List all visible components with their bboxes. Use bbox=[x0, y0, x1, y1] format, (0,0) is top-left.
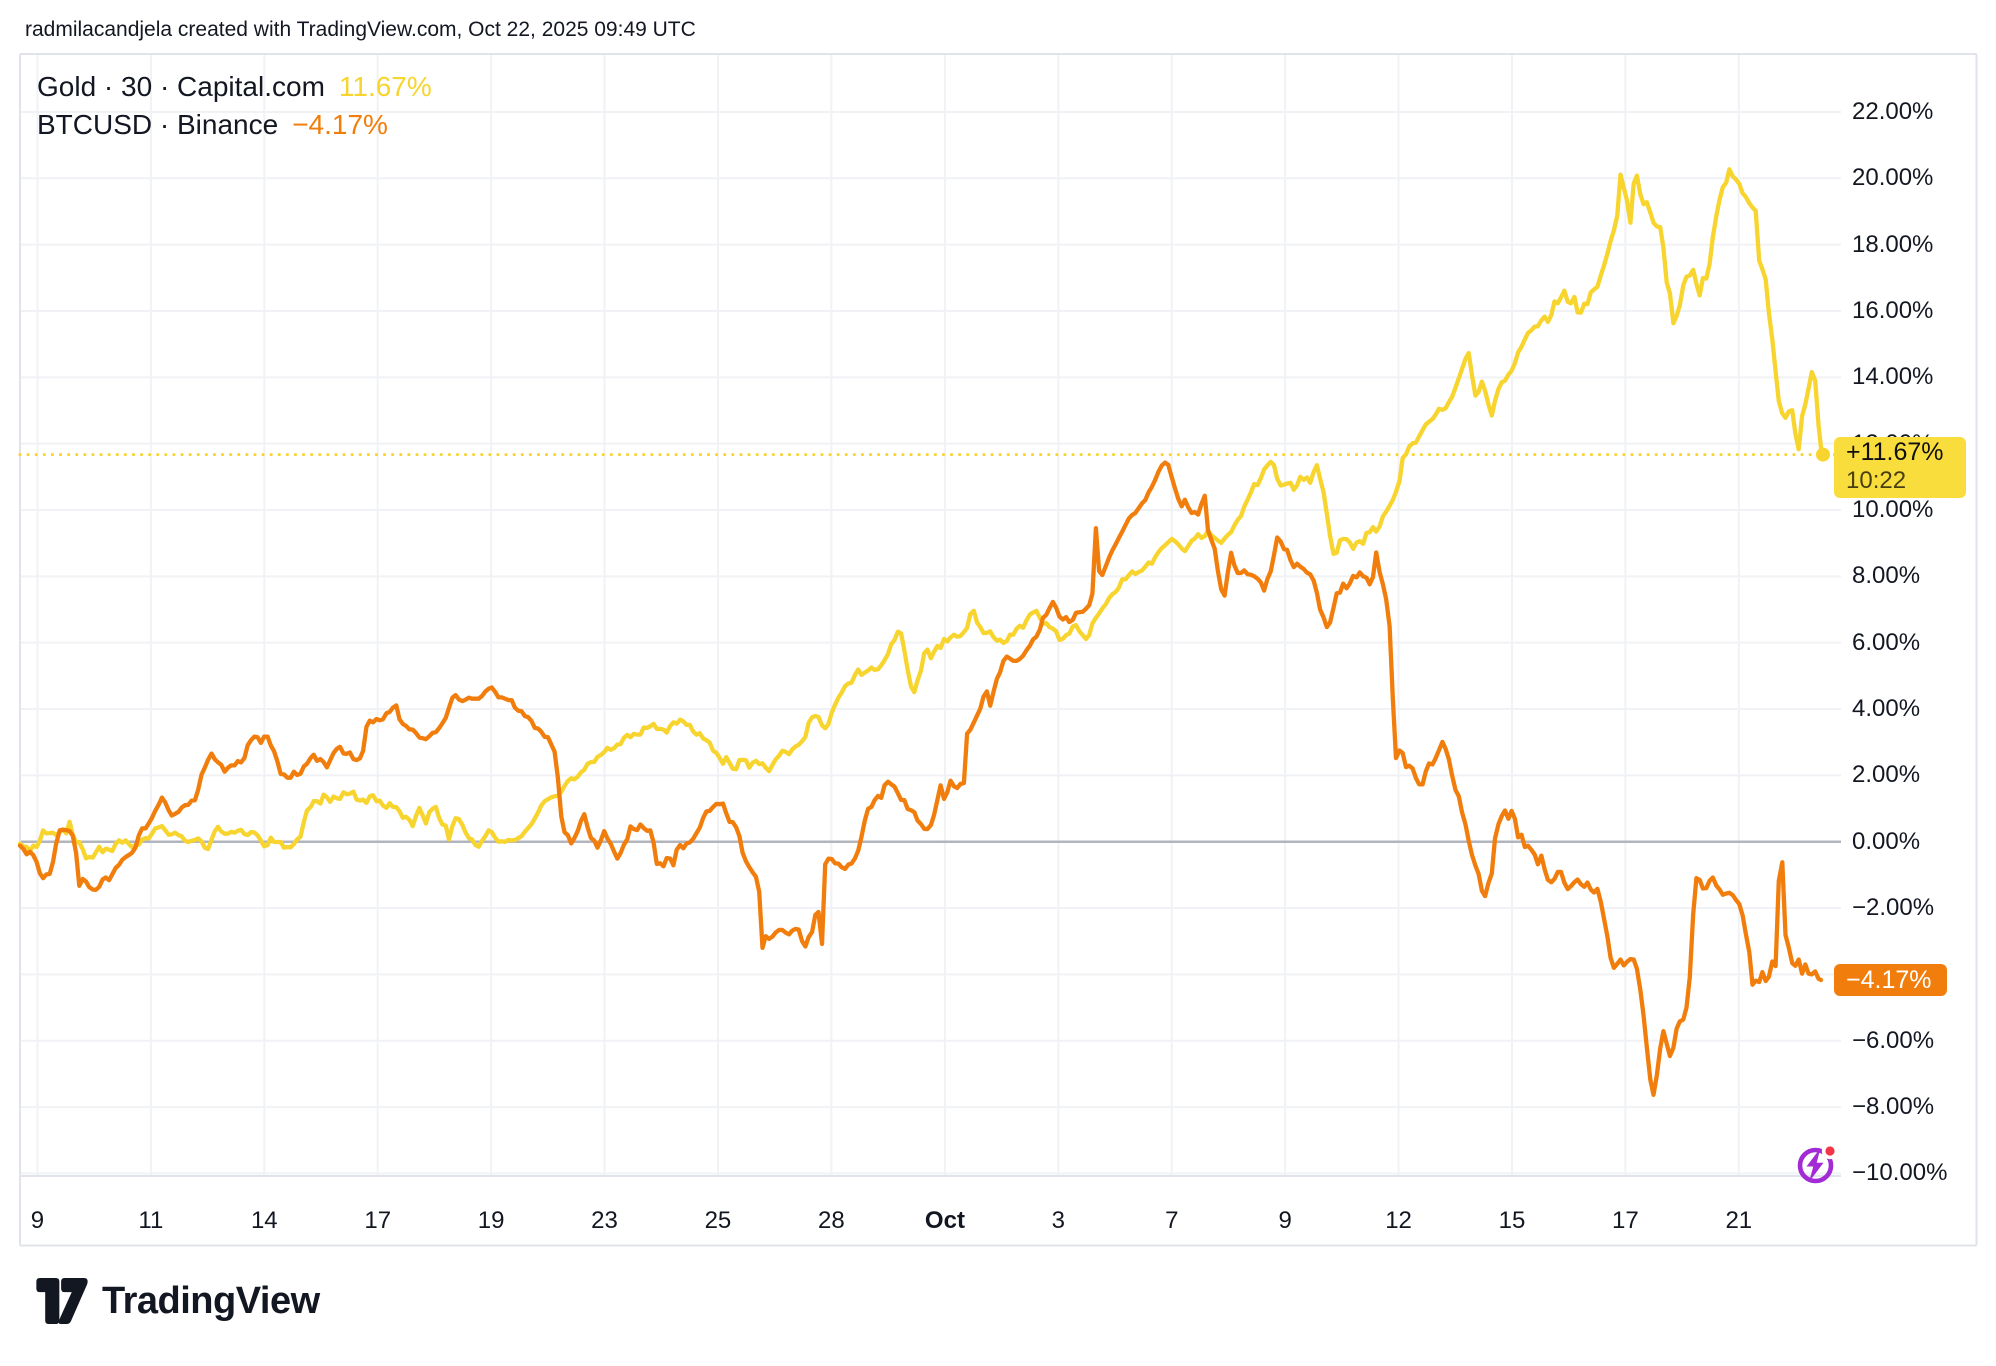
time-axis-label: 17 bbox=[1612, 1207, 1639, 1234]
price-axis-label: −8.00% bbox=[1852, 1093, 1935, 1121]
time-axis-label: 14 bbox=[250, 1207, 278, 1234]
price-axis-label: 4.00% bbox=[1852, 695, 1921, 723]
time-axis-label: 3 bbox=[1051, 1207, 1066, 1234]
time-axis-label: Oct bbox=[924, 1207, 965, 1234]
time-axis-label: 9 bbox=[1278, 1207, 1292, 1234]
price-axis-label: 16.00% bbox=[1852, 296, 1934, 324]
price-axis-label: 6.00% bbox=[1852, 628, 1921, 656]
legend-btcusd-change: −4.17% bbox=[292, 109, 388, 140]
time-axis-label: 12 bbox=[1385, 1207, 1412, 1234]
price-axis-label: 20.00% bbox=[1852, 164, 1934, 192]
time-axis-label: 23 bbox=[591, 1207, 618, 1234]
price-axis-label: 10.00% bbox=[1852, 495, 1934, 523]
price-axis-label: 8.00% bbox=[1852, 562, 1921, 590]
tradingview-logo-icon bbox=[36, 1278, 88, 1324]
price-axis-label: −6.00% bbox=[1852, 1026, 1935, 1054]
time-axis-label: 25 bbox=[704, 1207, 732, 1234]
legend-gold-change: 11.67% bbox=[338, 71, 432, 102]
time-axis-label: 21 bbox=[1725, 1207, 1753, 1234]
gold-last-price-time: 10:22 bbox=[1846, 467, 1907, 495]
price-axis-label: 0.00% bbox=[1852, 827, 1921, 855]
price-axis-label: −2.00% bbox=[1852, 894, 1935, 922]
gold-last-price-label: +11.67% 10:22 bbox=[1834, 437, 1966, 499]
time-axis-label: 9 bbox=[30, 1207, 45, 1234]
btcusd-last-price-value: −4.17% bbox=[1846, 966, 1932, 995]
time-axis-label: 19 bbox=[477, 1207, 505, 1234]
legend-row-gold[interactable]: Gold · 30 · Capital.com 11.67% bbox=[37, 68, 432, 106]
price-axis-label: 2.00% bbox=[1852, 761, 1921, 789]
time-axis-label: 11 bbox=[138, 1207, 164, 1234]
legend-gold-symbol: Gold · 30 · Capital.com bbox=[37, 71, 325, 102]
price-axis-label: 22.00% bbox=[1852, 97, 1934, 125]
price-axis[interactable]: 22.00%20.00%18.00%16.00%14.00%12.00%10.0… bbox=[1852, 0, 1996, 1366]
legend-row-btcusd[interactable]: BTCUSD · Binance −4.17% bbox=[37, 106, 432, 144]
time-axis-label: 28 bbox=[817, 1207, 845, 1234]
flash-boost-icon[interactable] bbox=[1794, 1144, 1846, 1190]
time-axis-label: 17 bbox=[364, 1207, 392, 1234]
price-axis-label: 14.00% bbox=[1852, 363, 1934, 391]
legend-btcusd-symbol: BTCUSD · Binance bbox=[37, 109, 279, 140]
btcusd-last-price-label: −4.17% bbox=[1834, 964, 1947, 997]
chart-legend: Gold · 30 · Capital.com 11.67% BTCUSD · B… bbox=[37, 68, 432, 144]
price-axis-label: −10.00% bbox=[1852, 1159, 1948, 1187]
attribution-text: radmilacandjela created with TradingView… bbox=[25, 18, 696, 41]
price-axis-label: 18.00% bbox=[1852, 230, 1934, 258]
tradingview-logo-text: TradingView bbox=[102, 1279, 320, 1322]
time-axis[interactable]: 9 11 14 17 19 23 25 28 Oct 3 7 9 12 15 17 21 bbox=[0, 1207, 1996, 1247]
tradingview-logo[interactable]: TradingView bbox=[36, 1278, 320, 1324]
time-axis-label: 7 bbox=[1165, 1207, 1179, 1234]
gold-last-price-value: +11.67% bbox=[1846, 438, 1944, 467]
time-axis-label: 15 bbox=[1498, 1207, 1526, 1234]
